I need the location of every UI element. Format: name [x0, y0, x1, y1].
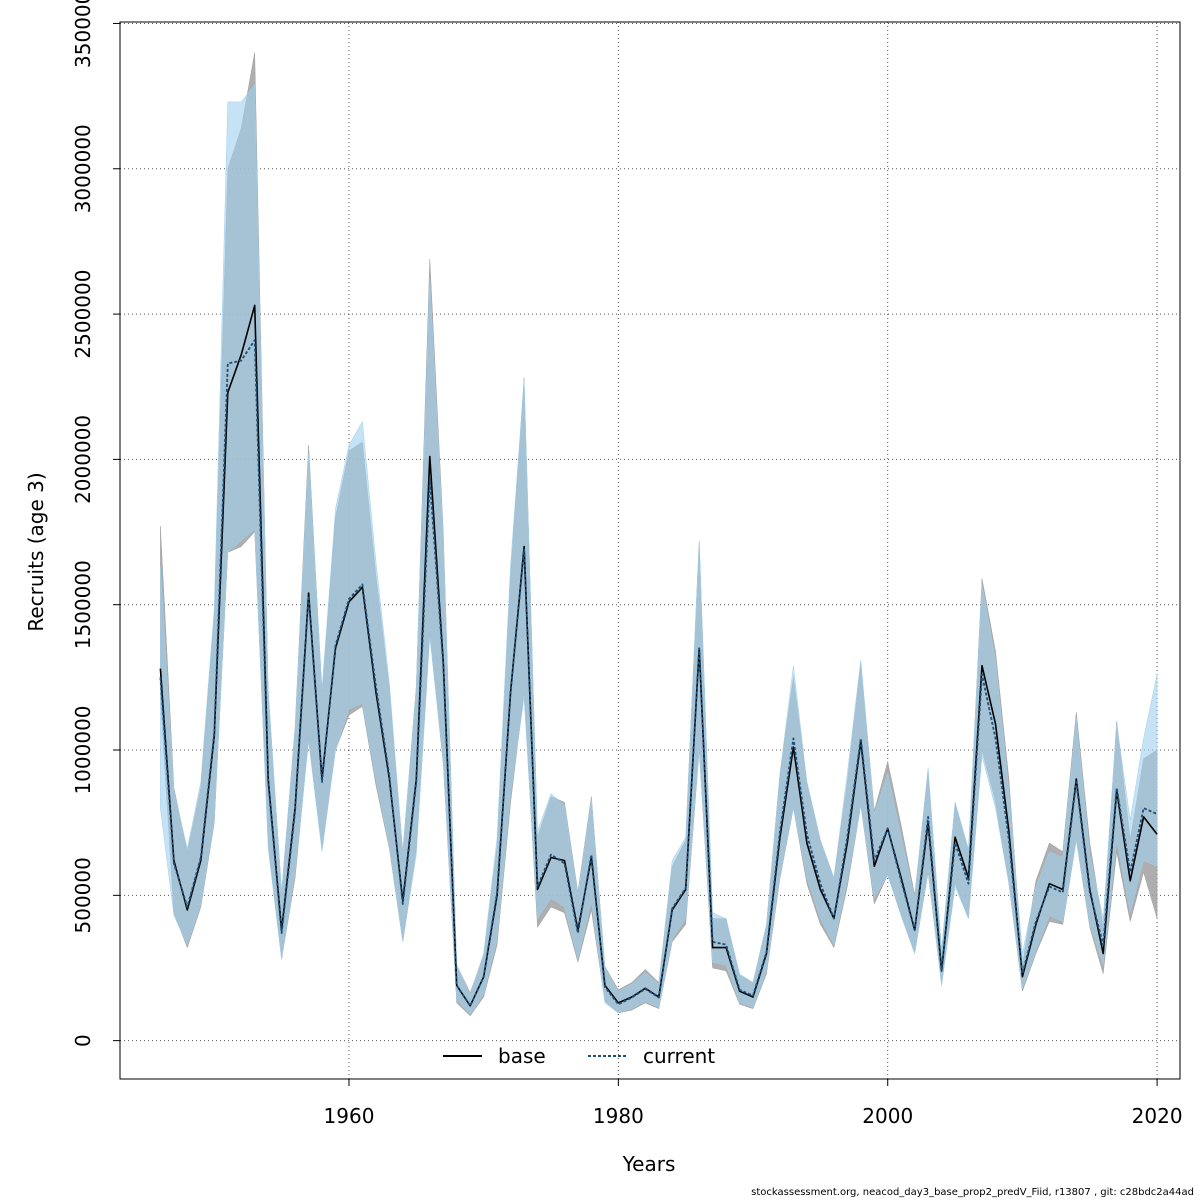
x-tick-label: 2000 [862, 1104, 913, 1128]
y-tick-label: 3500000 [71, 0, 95, 68]
current-series-line [159, 339, 1158, 1007]
y-axis-title: Recruits (age 3) [24, 472, 48, 631]
grid-lines [120, 22, 1180, 1079]
y-tick-label: 0 [71, 1034, 95, 1047]
x-tick-label: 1980 [593, 1104, 644, 1128]
plot-frame [119, 21, 1181, 1080]
y-axis: 0 500000 1000000 1500000 2000000 2500000 30000… [71, 0, 120, 1047]
x-tick-label: 1960 [324, 1104, 375, 1128]
current-confidence-band [160, 83, 1158, 1015]
x-tick-label: 2020 [1132, 1104, 1183, 1128]
footer-caption: stockassessment.org, neacod_day3_base_pr… [751, 1187, 1194, 1198]
legend-current-label: current [643, 1044, 715, 1068]
y-tick-label: 1000000 [71, 705, 95, 794]
x-axis: 1960 1980 2000 2020 [324, 1079, 1183, 1128]
legend-base-label: base [498, 1044, 546, 1068]
x-axis-title: Years [622, 1152, 676, 1176]
confidence-bands [160, 52, 1158, 1017]
y-tick-label: 2500000 [71, 270, 95, 359]
y-tick-label: 500000 [71, 857, 95, 933]
series-lines [159, 304, 1158, 1007]
legend: base current [443, 1044, 715, 1068]
y-tick-label: 2000000 [71, 415, 95, 504]
y-tick-label: 3000000 [71, 124, 95, 213]
y-tick-label: 1500000 [71, 560, 95, 649]
